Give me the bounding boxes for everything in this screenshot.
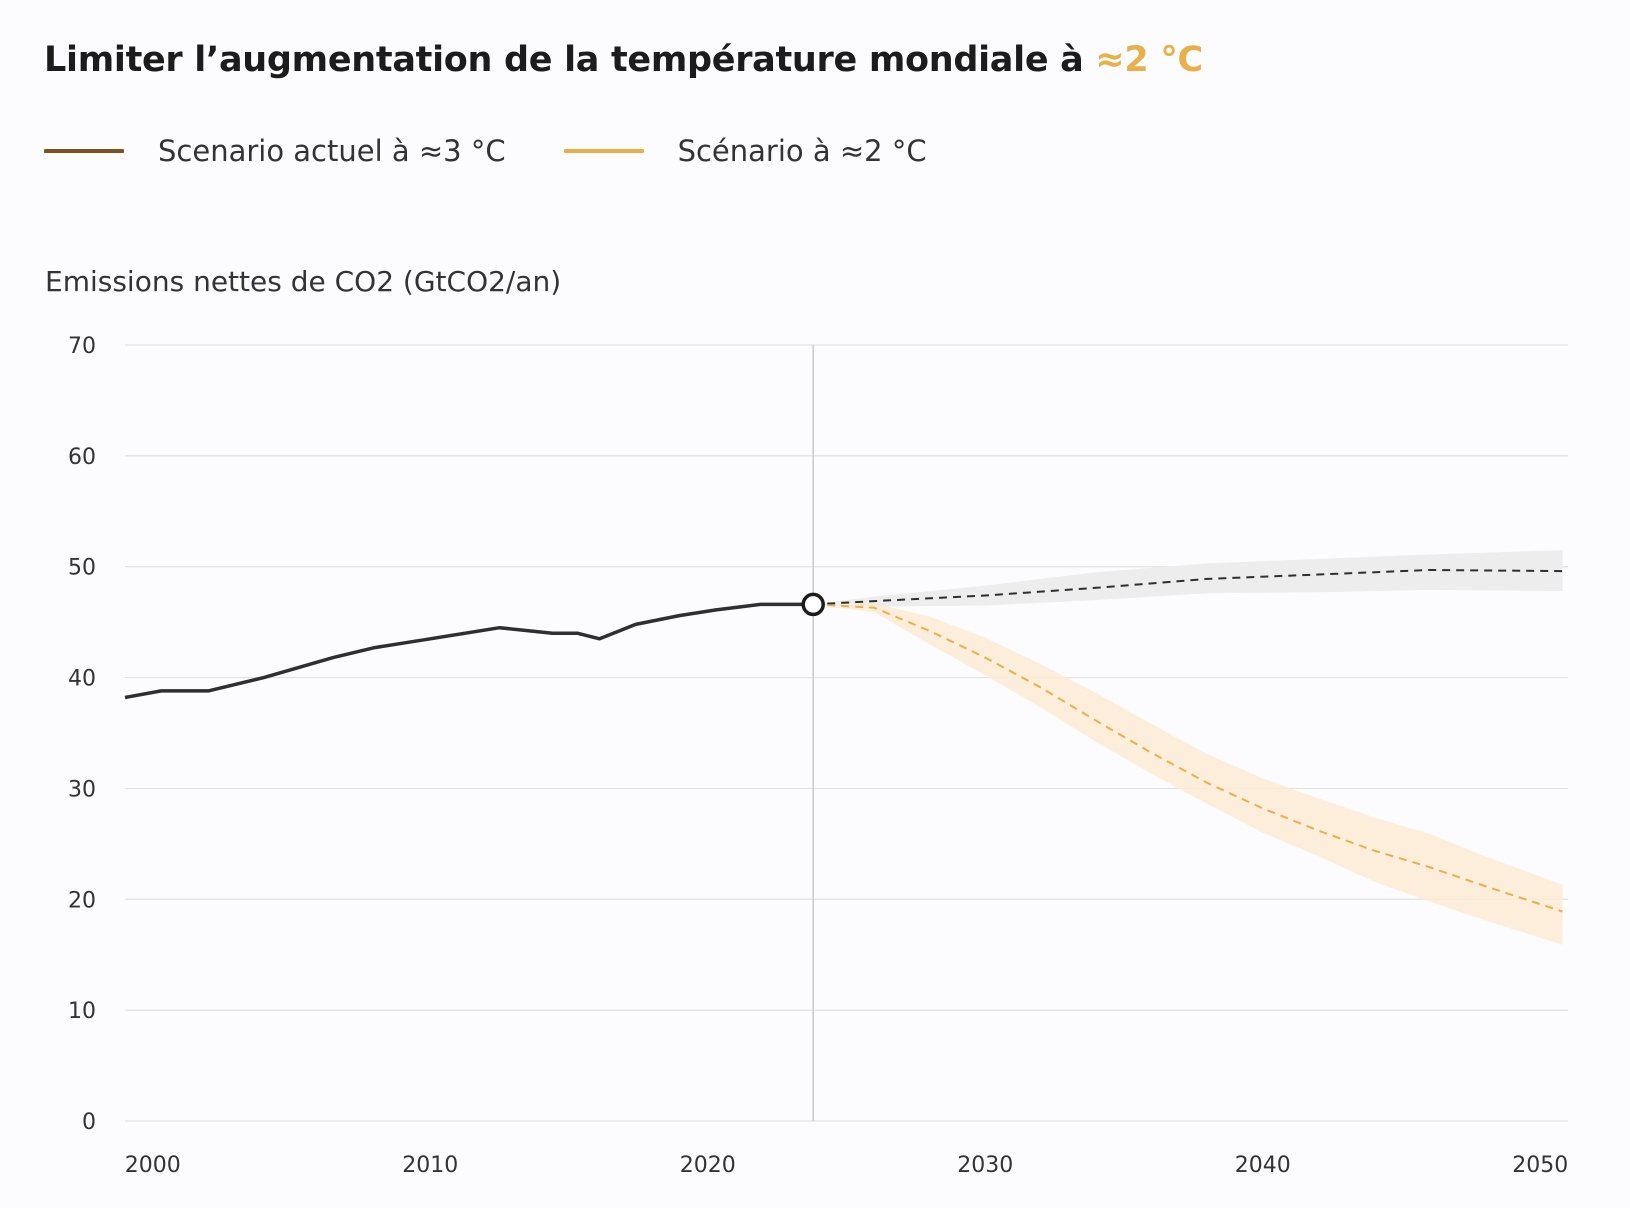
historical-emissions-line — [124, 602, 814, 700]
y-tick-label-30: 30 — [68, 777, 96, 802]
y-tick-label-50: 50 — [68, 556, 96, 581]
y-tick-label-40: 40 — [68, 667, 96, 692]
current-scenario-band — [813, 550, 1563, 607]
target-scenario-band — [813, 603, 1563, 945]
y-tick-label-10: 10 — [68, 999, 96, 1024]
current-scenario-line — [813, 568, 1563, 606]
x-tick-label-2050: 2050 — [1512, 1153, 1568, 1178]
chart-title-accent: ≈2 °C — [1095, 40, 1203, 80]
x-tick-label-2040: 2040 — [1235, 1153, 1291, 1178]
legend: Scenario actuel à ≈3 °C Scénario à ≈2 °C — [44, 134, 985, 168]
chart-title: Limiter l’augmentation de la température… — [44, 40, 1203, 80]
legend-swatch-current — [44, 149, 124, 153]
present-point-marker — [801, 592, 825, 617]
x-tick-label-2020: 2020 — [680, 1153, 736, 1178]
legend-item-target[interactable]: Scénario à ≈2 °C — [563, 134, 927, 168]
legend-item-current[interactable]: Scenario actuel à ≈3 °C — [44, 134, 506, 168]
legend-label-target: Scénario à ≈2 °C — [677, 134, 927, 168]
legend-swatch-target — [563, 149, 644, 153]
x-tick-label-2030: 2030 — [957, 1153, 1013, 1178]
y-tick-label-70: 70 — [68, 334, 96, 359]
x-tick-label-2010: 2010 — [402, 1153, 458, 1178]
target-scenario-line — [813, 603, 1563, 913]
y-axis-label: Emissions nettes de CO2 (GtCO2/an) — [45, 265, 562, 298]
legend-label-current: Scenario actuel à ≈3 °C — [158, 134, 506, 168]
chart-title-text: Limiter l’augmentation de la température… — [44, 40, 1096, 80]
y-tick-label-60: 60 — [68, 445, 96, 470]
y-tick-label-0: 0 — [82, 1110, 96, 1135]
y-tick-label-20: 20 — [68, 888, 96, 913]
x-tick-label-2000: 2000 — [125, 1153, 181, 1178]
